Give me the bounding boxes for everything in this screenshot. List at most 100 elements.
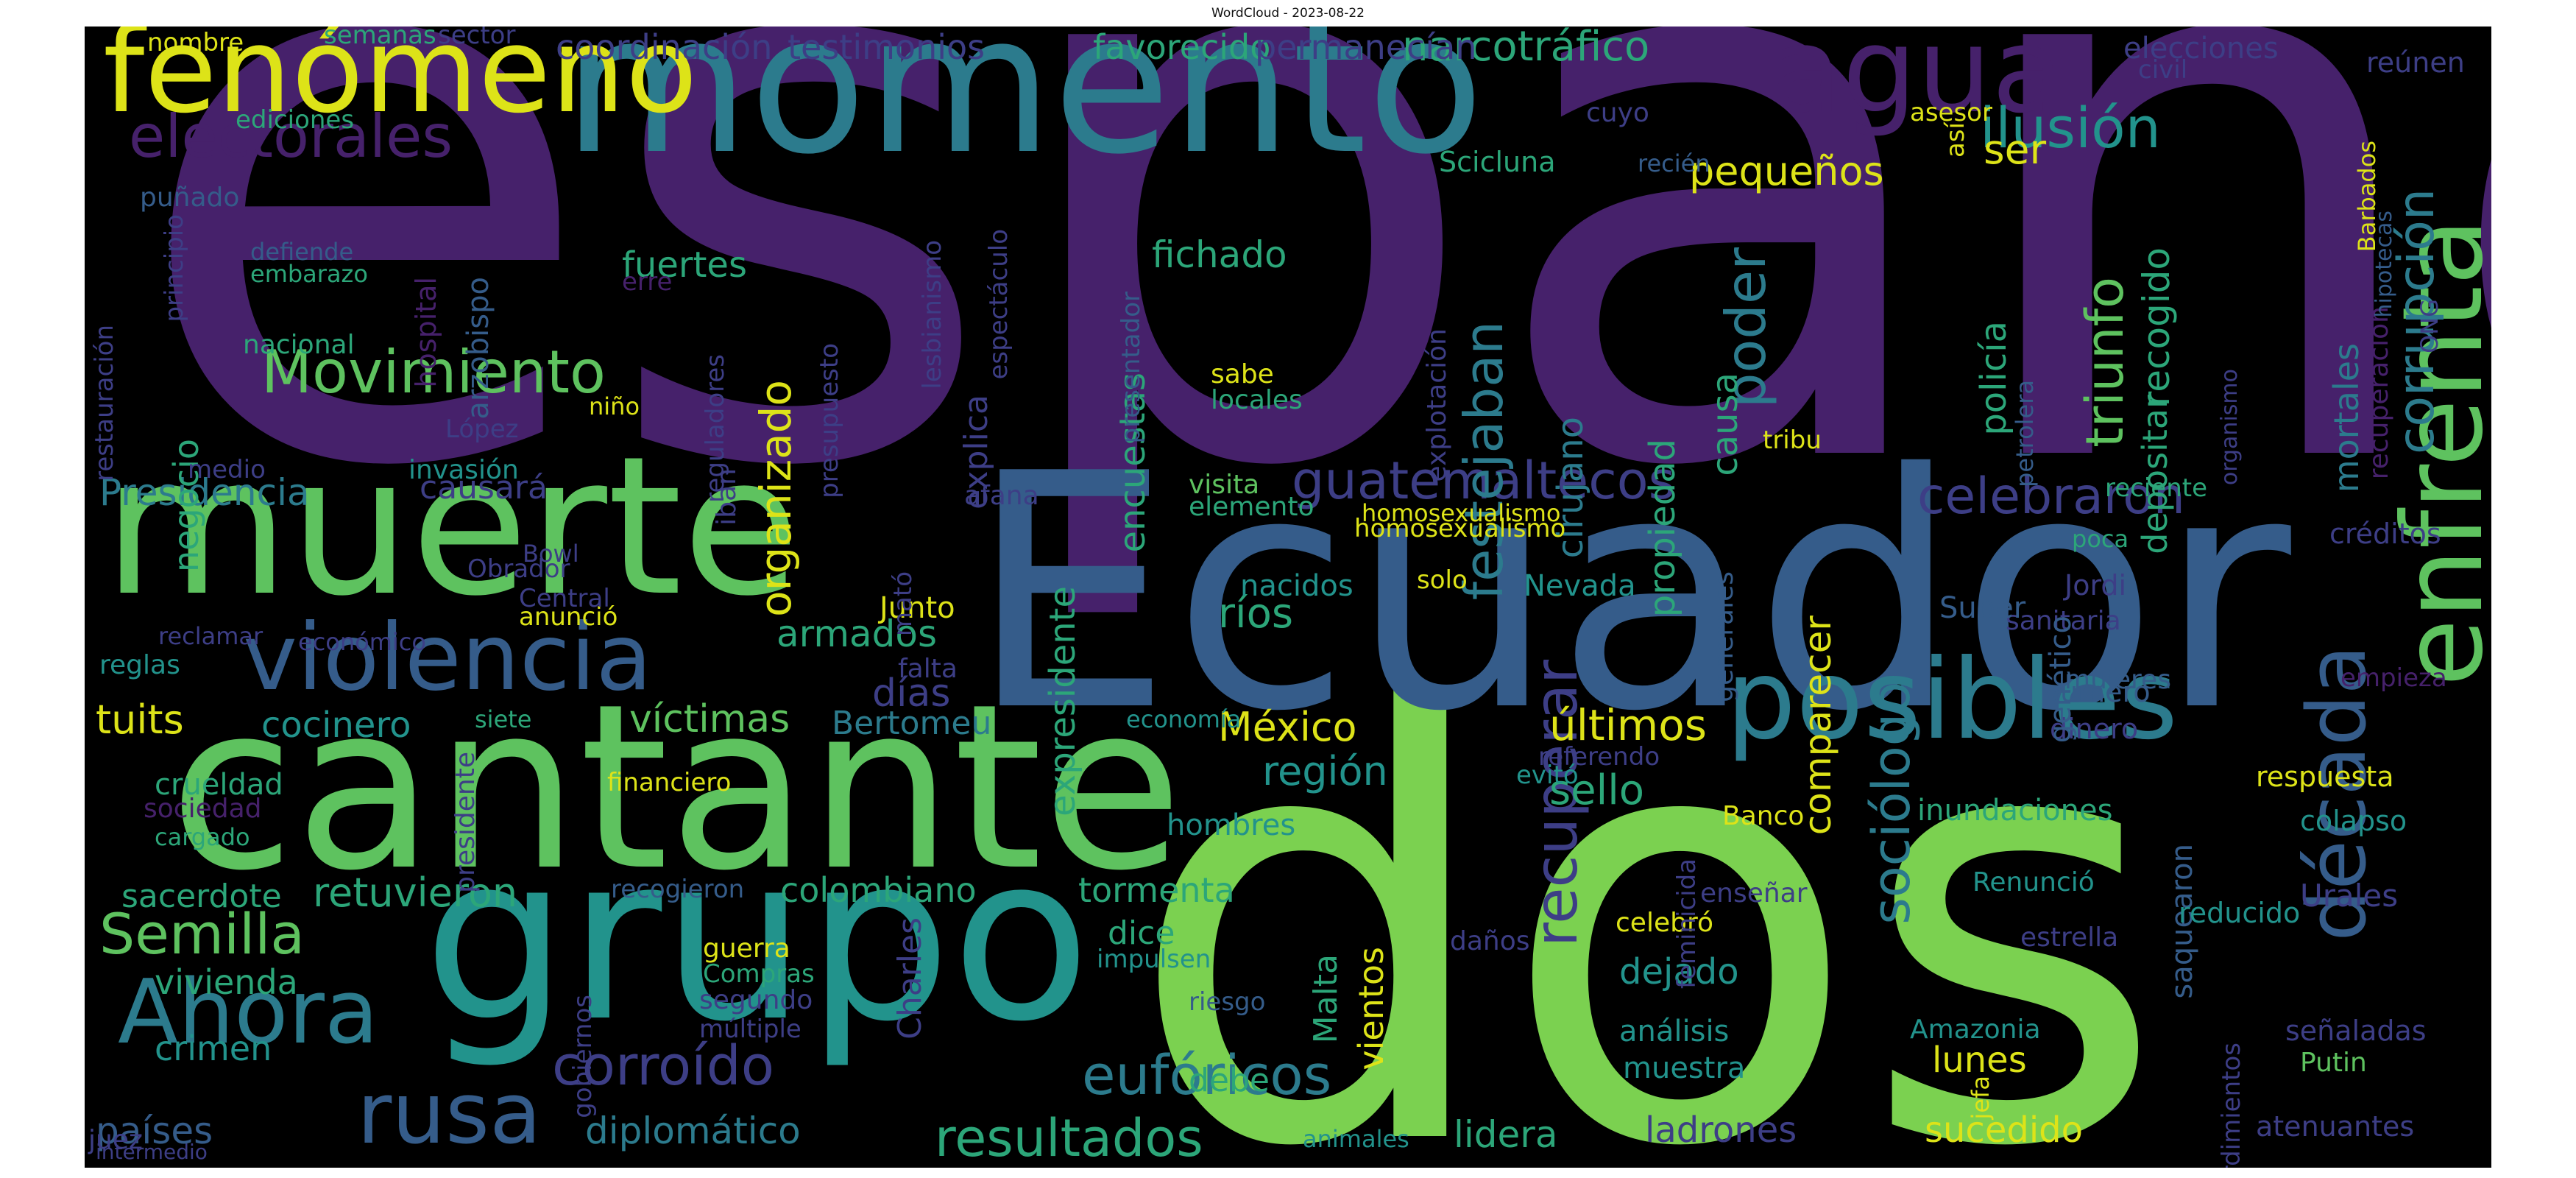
word-101: reglas bbox=[99, 650, 180, 680]
word-54: Presidencia bbox=[99, 471, 310, 514]
word-102: cargado bbox=[155, 823, 250, 851]
word-38: expresidente bbox=[1042, 586, 1083, 817]
word-26: sociólogo bbox=[1861, 682, 1922, 925]
word-70: lidera bbox=[1454, 1113, 1558, 1156]
word-149: restauración bbox=[90, 325, 119, 482]
word-81: reciente bbox=[2105, 473, 2208, 503]
word-90: reducido bbox=[2179, 897, 2301, 929]
word-23: eufóricos bbox=[1082, 1044, 1332, 1107]
word-124: mató bbox=[888, 571, 918, 637]
word-151: presupuesto bbox=[815, 343, 844, 498]
word-118: Junto bbox=[880, 591, 955, 625]
word-99: causará bbox=[420, 469, 548, 507]
word-42: México bbox=[1218, 704, 1357, 750]
word-199: homosexualismo bbox=[1362, 499, 1561, 527]
word-9: agua bbox=[1770, 27, 2064, 139]
word-113: economía bbox=[1126, 705, 1242, 733]
word-31: ilusión bbox=[1980, 95, 2161, 161]
word-173: ONG bbox=[2416, 299, 2444, 353]
word-144: nombre bbox=[147, 28, 244, 57]
word-163: generales bbox=[1709, 571, 1739, 702]
word-75: Nevada bbox=[1524, 569, 1636, 603]
word-89: muestra bbox=[1623, 1051, 1746, 1085]
word-174: hipotecas bbox=[2371, 211, 2397, 318]
word-134: cuyo bbox=[1586, 98, 1649, 128]
word-115: visita bbox=[1189, 470, 1260, 500]
word-162: solo bbox=[1417, 565, 1468, 595]
word-182: atenuantes bbox=[2256, 1110, 2415, 1143]
word-131: económico bbox=[298, 628, 426, 656]
word-68: países bbox=[96, 1110, 213, 1152]
word-185: jefa bbox=[1967, 1076, 1995, 1120]
word-79: dinero bbox=[2050, 713, 2139, 745]
word-154: presentador bbox=[1117, 292, 1146, 444]
word-147: ediciones bbox=[236, 105, 355, 135]
word-197: múltiple bbox=[699, 1015, 802, 1044]
word-58: tuits bbox=[96, 696, 184, 743]
word-28: festejaban bbox=[1453, 321, 1515, 601]
word-130: reclamar bbox=[158, 622, 263, 650]
word-22: resultados bbox=[935, 1108, 1203, 1168]
word-132: sociedad bbox=[144, 794, 262, 824]
word-123: Bowl bbox=[523, 540, 579, 568]
word-194: guerra bbox=[703, 934, 790, 964]
word-160: tribu bbox=[1763, 426, 1822, 455]
word-6: grupo bbox=[423, 806, 1091, 1072]
word-105: animales bbox=[1303, 1125, 1409, 1153]
word-103: juez bbox=[88, 1125, 143, 1155]
word-56: fuertes bbox=[622, 244, 747, 286]
word-25: celebraron bbox=[1917, 468, 2185, 526]
word-189: evitó bbox=[1516, 761, 1579, 790]
word-116: elemento bbox=[1189, 492, 1314, 522]
word-69: diplomático bbox=[585, 1110, 801, 1152]
word-15: violencia bbox=[243, 604, 653, 711]
word-47: policía bbox=[1973, 321, 2014, 436]
word-164: Super bbox=[1939, 591, 2026, 625]
word-24: corroído bbox=[552, 1034, 774, 1098]
word-198: gobiernos bbox=[568, 995, 598, 1118]
word-17: rusa bbox=[357, 1065, 542, 1163]
word-148: principio bbox=[160, 214, 189, 322]
word-5: muerte bbox=[103, 416, 800, 638]
word-36: organizado bbox=[751, 380, 801, 617]
word-187: enseñar bbox=[1700, 878, 1808, 909]
word-167: empieza bbox=[2340, 663, 2447, 693]
word-140: coordinación bbox=[556, 27, 773, 67]
word-49: propiedad bbox=[1642, 439, 1683, 618]
word-161: homosexualismo bbox=[1354, 514, 1566, 543]
word-127: López bbox=[445, 415, 519, 444]
word-4: momento bbox=[563, 27, 1485, 197]
word-65: tormenta bbox=[1078, 870, 1235, 910]
word-64: colombiano bbox=[780, 870, 977, 910]
word-168: créditos bbox=[2329, 518, 2441, 550]
word-60: Bertomeu bbox=[832, 705, 992, 742]
word-142: favorecido bbox=[1093, 27, 1271, 67]
word-178: colapso bbox=[2300, 805, 2407, 837]
word-126: invasión bbox=[408, 455, 519, 485]
word-66: vivienda bbox=[155, 962, 298, 1002]
word-121: Obrador bbox=[467, 554, 570, 584]
word-84: recién bbox=[1638, 149, 1710, 177]
word-196: segundo bbox=[699, 985, 813, 1015]
word-156: iban bbox=[712, 468, 742, 526]
word-159: explotación bbox=[1422, 328, 1452, 482]
word-74: inundaciones bbox=[1917, 794, 2113, 828]
word-2: Ecuador bbox=[968, 405, 2291, 782]
word-40: días bbox=[872, 671, 951, 716]
word-95: nacional bbox=[243, 330, 355, 360]
word-190: Banco bbox=[1722, 801, 1805, 831]
word-145: semanas bbox=[324, 27, 436, 50]
word-83: Scicluna bbox=[1439, 146, 1556, 178]
word-108: Charles bbox=[891, 917, 929, 1040]
word-193: dice bbox=[1108, 914, 1175, 952]
word-112: referendo bbox=[1538, 742, 1660, 772]
word-120: anunció bbox=[519, 602, 618, 632]
word-14: posibles bbox=[1726, 636, 2179, 764]
word-34: pequeños bbox=[1689, 148, 1884, 194]
word-63: sacerdote bbox=[121, 878, 282, 915]
word-175: organismo bbox=[2217, 369, 2243, 486]
word-45: sello bbox=[1549, 766, 1645, 814]
word-122: Central bbox=[519, 584, 610, 613]
word-100: crueldad bbox=[155, 768, 283, 802]
word-138: reúnen bbox=[2366, 46, 2465, 79]
